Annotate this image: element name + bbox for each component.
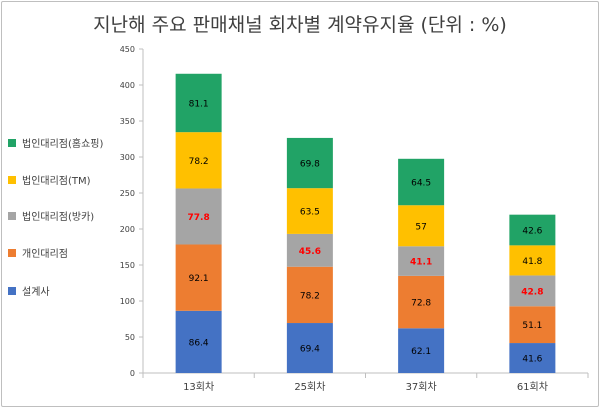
- y-tick-label: 150: [120, 261, 135, 270]
- data-label: 81.1: [189, 99, 209, 109]
- bar-segment: [398, 275, 445, 329]
- data-label: 63.5: [300, 208, 320, 218]
- bar-segment: [286, 137, 333, 189]
- y-tick-label: 50: [125, 333, 135, 342]
- legend-item: 법인대리점(TM): [8, 172, 91, 187]
- bar-segment: [509, 343, 556, 373]
- legend-swatch: [8, 211, 16, 220]
- x-tick-label: 13회차: [183, 381, 214, 393]
- legend-label: 설계사: [22, 287, 50, 298]
- legend-label: 법인대리점(TM): [22, 176, 91, 187]
- y-tick-label: 350: [120, 117, 135, 126]
- legend-item: 법인대리점(방카): [8, 208, 94, 223]
- y-tick-label: 450: [120, 45, 135, 54]
- chart-title: 지난해 주요 판매채널 회차별 계약유지율 (단위 : %): [93, 14, 507, 36]
- bar-segment: [175, 188, 222, 245]
- bar-segment: [286, 188, 333, 234]
- bar-segment: [286, 323, 333, 373]
- y-tick-label: 100: [120, 297, 135, 306]
- x-tick-label: 25회차: [294, 381, 325, 393]
- data-label: 42.6: [522, 227, 542, 237]
- x-tick-label: 37회차: [406, 381, 437, 393]
- bar-segment: [509, 245, 556, 276]
- legend-label: 법인대리점(방카): [22, 212, 95, 223]
- data-label: 78.2: [189, 157, 209, 167]
- legend-swatch: [8, 286, 16, 295]
- bar-segment: [175, 244, 222, 311]
- legend-swatch: [8, 138, 16, 147]
- legend-label: 개인대리점: [22, 249, 68, 260]
- bar-segment: [509, 306, 556, 344]
- y-tick-label: 250: [120, 189, 135, 198]
- data-label: 41.8: [522, 257, 542, 267]
- y-tick-label: 400: [120, 81, 135, 90]
- data-label: 92.1: [189, 274, 209, 284]
- data-label: 69.8: [300, 160, 320, 170]
- bar-segment: [175, 73, 222, 133]
- legend-item: 법인대리점(홈쇼핑): [8, 135, 103, 150]
- data-label: 51.1: [522, 321, 542, 331]
- bar-segment: [286, 266, 333, 324]
- data-label: 41.6: [522, 355, 542, 365]
- y-tick-label: 0: [130, 369, 135, 378]
- x-tick-label: 61회차: [517, 381, 548, 393]
- data-label: 69.4: [300, 345, 320, 355]
- bar-segment: [398, 246, 445, 276]
- bar-segment: [509, 275, 556, 307]
- bar-segment: [175, 310, 222, 373]
- legend-swatch: [8, 248, 16, 257]
- data-label: 64.5: [411, 179, 431, 189]
- bar-segment: [398, 205, 445, 247]
- data-label: 72.8: [411, 299, 431, 309]
- bar-segment: [286, 233, 333, 267]
- legend-item: 설계사: [8, 283, 50, 298]
- bar-segment: [398, 158, 445, 206]
- data-label: 57: [415, 222, 426, 232]
- data-label: 62.1: [411, 347, 431, 357]
- data-label: 45.6: [299, 247, 321, 257]
- data-label: 86.4: [189, 338, 209, 348]
- y-tick-label: 200: [120, 225, 135, 234]
- legend-swatch: [8, 175, 16, 184]
- data-label: 77.8: [188, 213, 210, 223]
- data-label: 42.8: [521, 287, 543, 297]
- bar-segment: [509, 214, 556, 246]
- bar-segment: [175, 132, 222, 189]
- data-label: 41.1: [410, 258, 432, 268]
- legend-item: 개인대리점: [8, 245, 68, 260]
- legend-label: 법인대리점(홈쇼핑): [22, 139, 104, 150]
- data-label: 78.2: [300, 291, 320, 301]
- bar-segment: [398, 328, 445, 373]
- y-tick-label: 300: [120, 153, 135, 162]
